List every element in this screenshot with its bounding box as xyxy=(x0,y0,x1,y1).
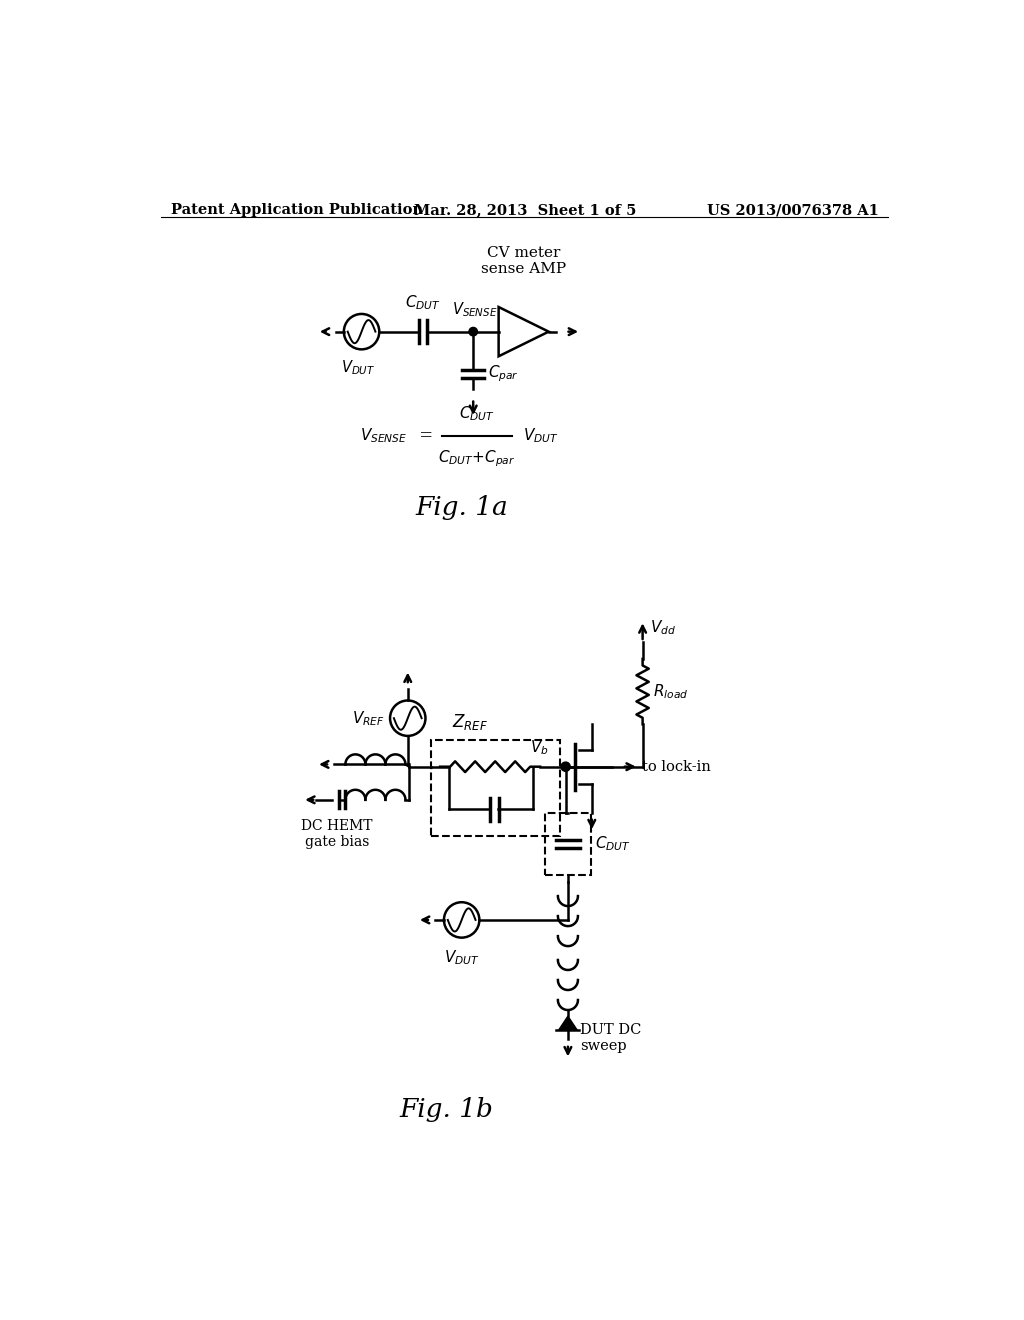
Text: $C_{par}$: $C_{par}$ xyxy=(487,364,519,384)
Text: Fig. 1a: Fig. 1a xyxy=(416,495,508,520)
Text: $V_{DUT}$: $V_{DUT}$ xyxy=(523,426,559,445)
Text: $C_{DUT}$: $C_{DUT}$ xyxy=(459,405,495,424)
Text: $V_b$: $V_b$ xyxy=(530,739,549,758)
Text: $V_{DUT}$: $V_{DUT}$ xyxy=(443,949,479,968)
Circle shape xyxy=(561,762,570,771)
Text: Mar. 28, 2013  Sheet 1 of 5: Mar. 28, 2013 Sheet 1 of 5 xyxy=(414,203,636,216)
Text: $Z_{REF}$: $Z_{REF}$ xyxy=(453,711,488,733)
Text: CV meter
sense AMP: CV meter sense AMP xyxy=(480,246,566,276)
Text: DC HEMT
gate bias: DC HEMT gate bias xyxy=(301,818,373,849)
Text: US 2013/0076378 A1: US 2013/0076378 A1 xyxy=(708,203,879,216)
Text: $C_{DUT}$: $C_{DUT}$ xyxy=(406,293,441,312)
Text: $V_{REF}$: $V_{REF}$ xyxy=(352,709,385,727)
Text: DUT DC
sweep: DUT DC sweep xyxy=(581,1023,642,1053)
Text: Patent Application Publication: Patent Application Publication xyxy=(171,203,423,216)
Text: $C_{DUT}$$ + C_{par}$: $C_{DUT}$$ + C_{par}$ xyxy=(438,447,516,469)
Text: =: = xyxy=(414,428,438,444)
Polygon shape xyxy=(559,1016,578,1030)
Text: Fig. 1b: Fig. 1b xyxy=(399,1097,494,1122)
Text: $V_{DUT}$: $V_{DUT}$ xyxy=(341,358,375,376)
Circle shape xyxy=(469,327,477,335)
Text: $V_{dd}$: $V_{dd}$ xyxy=(650,619,676,638)
Text: $R_{load}$: $R_{load}$ xyxy=(653,682,689,701)
Text: to lock-in: to lock-in xyxy=(642,760,711,774)
Text: $V_{SENSE}$: $V_{SENSE}$ xyxy=(452,301,498,319)
Text: $V_{SENSE}$: $V_{SENSE}$ xyxy=(360,426,408,445)
Text: $C_{DUT}$: $C_{DUT}$ xyxy=(595,834,631,853)
